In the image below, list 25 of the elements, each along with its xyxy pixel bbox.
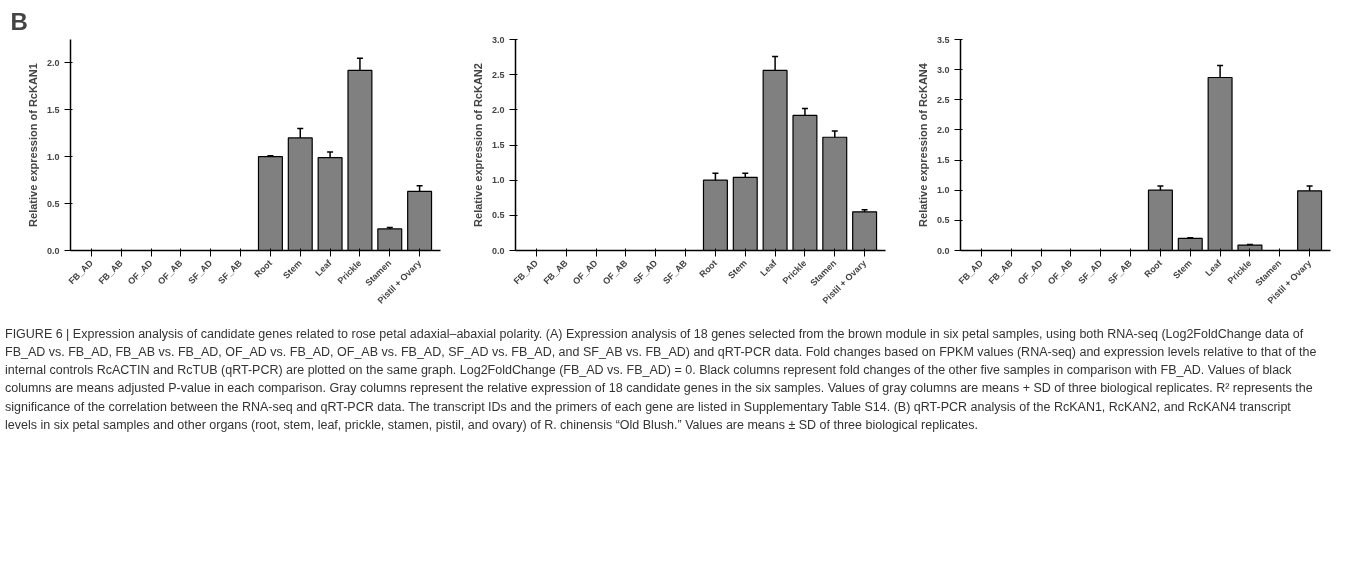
- y-tick-label: 0.5: [46, 198, 60, 209]
- y-tick-label: 1.5: [491, 140, 505, 150]
- y-tick-label: 0.0: [46, 245, 60, 256]
- y-tick-label: 2.0: [46, 57, 60, 68]
- y-tick-label: 0.0: [936, 245, 950, 256]
- y-tick-label: 3.0: [491, 34, 505, 45]
- y-axis-title: Relative expression of RcKAN2: [471, 63, 484, 227]
- caption: FIGURE 6 | Expression analysis of candidate genes related to rose petal adaxial–abaxial polarity. (A) Expression analysis of 18 genes selected from the brown module in six petal samples, using both RNA-seq (Log2FoldChange data of FB_AD vs. FB_AD, FB_AB vs. FB_AD, OF_AD vs. FB_AD, OF_AB vs. FB_AD, SF_AD vs. FB_AD, and SF_AB vs. FB_AD) and qRT-PCR data. Fold changes based on FPKM values (RNA-seq) and expression levels relative to that of the internal controls RcACTIN and RcTUB (qRT-PCR) are plotted on the same graph. Log2FoldChange (FB_AD vs. FB_AD) = 0. Black columns represent fold changes of the other five samples in comparison with FB_AD. Values of black columns are means adjusted P-value in each comparison. Gray columns represent the relative expression of 18 candidate genes in the six samples. Values of gray columns are means + SD of three biological replicates. R² represents the significance of the correlation between the RNA-seq and qRT-PCR data. The transcript IDs and the primers of each gene are listed in Supplementary Table S14. (B) qRT-PCR analysis of the RcKAN1, RcKAN2, and RcKAN4 transcript levels in six petal samples and other organs (root, stem, leaf, prickle, stamen, pistil, and ovary) of R. chinensis “Old Blush.” Values are means ± SD of three biological replicates.: [5, 326, 1318, 434]
- y-tick-label: 0.5: [936, 215, 950, 226]
- y-tick-label: 3.5: [936, 34, 950, 45]
- y-tick-label: 0.0: [491, 245, 505, 256]
- y-tick-label: 2.0: [491, 104, 505, 115]
- y-tick-label: 3.0: [936, 64, 950, 75]
- y-tick-label: 1.5: [46, 104, 60, 115]
- y-tick-label: 1.5: [936, 155, 950, 166]
- y-tick-label: 2.0: [936, 124, 950, 135]
- y-tick-label: 2.5: [936, 94, 950, 105]
- y-tick-label: 0.5: [491, 210, 505, 221]
- text: B: [10, 7, 28, 35]
- y-tick-label: 1.0: [46, 151, 60, 162]
- y-axis-title: Relative expression of RcKAN1: [26, 63, 39, 227]
- y-tick-label: 1.0: [936, 185, 950, 196]
- y-tick-label: 1.0: [491, 175, 505, 186]
- y-tick-label: 2.5: [491, 69, 505, 80]
- y-axis-title: Relative expression of RcKAN4: [916, 62, 929, 227]
